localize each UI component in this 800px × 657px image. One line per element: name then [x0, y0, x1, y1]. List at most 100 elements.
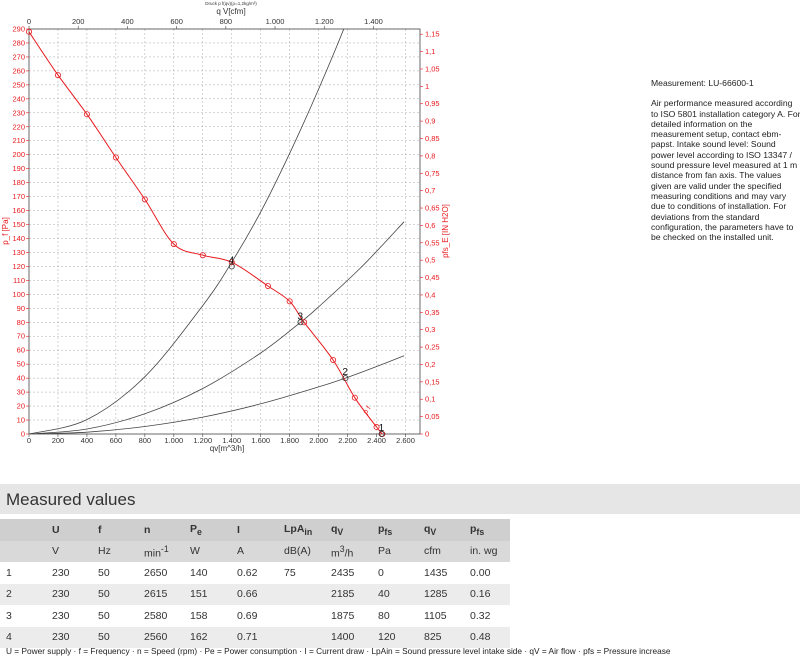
operating-point-marker — [228, 263, 235, 270]
cell: 230 — [46, 562, 92, 584]
cell: 75 — [278, 562, 325, 584]
fan-curve-label: p f — [362, 405, 372, 415]
cell: 0.69 — [231, 605, 278, 627]
unit-cell: W — [184, 540, 231, 562]
y2-tick-label: 1 — [425, 82, 429, 91]
cell: 1 — [0, 562, 46, 584]
y2-tick-label: 0,4 — [425, 290, 435, 299]
fan-curve-marker — [141, 196, 148, 203]
cell: 0.32 — [464, 605, 510, 627]
y2-tick-label: 0,25 — [425, 343, 440, 352]
x-tick-label: 1.400 — [222, 436, 241, 445]
cell: 40 — [372, 583, 418, 605]
unit-cell: in. wg — [464, 540, 510, 562]
cell: 3 — [0, 605, 46, 627]
cell: 2185 — [325, 583, 372, 605]
y2-tick-label: 0,75 — [425, 169, 440, 178]
top-tick-label: 1.400 — [364, 17, 383, 26]
y2-tick-label: 0,3 — [425, 325, 435, 334]
y2-tick-label: 0 — [425, 430, 429, 439]
y-tick-label: 150 — [12, 220, 25, 229]
cell: 151 — [184, 583, 231, 605]
y2-tick-label: 0,65 — [425, 204, 440, 213]
cell: 0.00 — [464, 562, 510, 584]
cell: 4 — [0, 626, 46, 648]
y-tick-label: 100 — [12, 290, 25, 299]
cell: 2615 — [138, 583, 184, 605]
cell: 140 — [184, 562, 231, 584]
cell: 50 — [92, 626, 138, 648]
measurement-note: Measurement: LU-66600-1 Air performance … — [651, 78, 800, 252]
y-tick-label: 280 — [12, 38, 25, 47]
fan-curve-marker — [228, 259, 235, 266]
x-tick-label: 200 — [52, 436, 65, 445]
cell: 2650 — [138, 562, 184, 584]
y-tick-label: 210 — [12, 136, 25, 145]
y-tick-label: 200 — [12, 150, 25, 159]
y-tick-label: 70 — [17, 332, 25, 341]
table-units-row: V Hz min-1 W A dB(A) m3/h Pa cfm in. wg — [0, 540, 555, 562]
header-cell: LpAin — [278, 519, 325, 541]
y2-tick-label: 1,15 — [425, 30, 440, 39]
y-tick-label: 250 — [12, 80, 25, 89]
cell: 0.48 — [464, 626, 510, 648]
y-tick-label: 260 — [12, 66, 25, 75]
y-tick-label: 50 — [17, 360, 25, 369]
operating-point-marker — [342, 375, 349, 382]
cell: 0.62 — [231, 562, 278, 584]
x-tick-label: 0 — [27, 436, 31, 445]
measurement-heading: Measurement: LU-66600-1 — [651, 78, 754, 88]
operating-point-label: 4 — [229, 255, 235, 266]
unit-cell: cfm — [418, 540, 464, 562]
plot-frame — [28, 28, 421, 435]
cell: 0.71 — [231, 626, 278, 648]
y2-tick-label: 0,45 — [425, 273, 440, 282]
y-tick-label: 10 — [17, 416, 25, 425]
cell: 2 — [0, 583, 46, 605]
y-tick-label: 40 — [17, 374, 25, 383]
top-axis-label: q V[cfm] — [216, 7, 245, 16]
performance-chart: Druck p f(qv)(ρ=1,2kg/m³) q V[cfm] 0 200 4… — [1, 1, 450, 453]
cell: 50 — [92, 583, 138, 605]
legend-footnote: U = Power supply · f = Frequency · n = S… — [6, 646, 671, 656]
measured-values-table: U f n Pe I LpAin qV pfs qV pfs V Hz min-… — [0, 519, 555, 648]
x-tick-label: 2.200 — [338, 436, 357, 445]
y-tick-label: 290 — [12, 25, 25, 34]
header-cell: pfs — [372, 519, 418, 541]
operating-point-label: 2 — [342, 367, 348, 378]
cell: 0.16 — [464, 583, 510, 605]
operating-point-label: 3 — [298, 311, 304, 322]
top-tick-label: 800 — [220, 17, 233, 26]
cell: 230 — [46, 605, 92, 627]
table-row: 4 230 50 2560 162 0.71 1400 120 825 0.48 — [0, 626, 555, 648]
unit-cell: m3/h — [325, 540, 372, 562]
chart-title: Druck p f(qv)(ρ=1,2kg/m³) — [205, 1, 257, 6]
cell: 0.66 — [231, 583, 278, 605]
operating-point-label: 1 — [379, 423, 385, 434]
unit-cell: dB(A) — [278, 540, 325, 562]
cell: 1105 — [418, 605, 464, 627]
x-tick-label: 2.600 — [396, 436, 415, 445]
y2-tick-label: 0,2 — [425, 360, 435, 369]
curves: p f 4 3 2 1 — [25, 28, 405, 437]
system-curve — [29, 355, 405, 434]
cell: 1435 — [418, 562, 464, 584]
y-tick-label: 240 — [12, 94, 25, 103]
y-tick-label: 160 — [12, 206, 25, 215]
y-tick-label: 110 — [13, 276, 25, 285]
system-curve — [29, 29, 345, 434]
y2-tick-label: 0,9 — [425, 117, 435, 126]
x-tick-label: 1.200 — [193, 436, 212, 445]
y-tick-label: 170 — [12, 192, 25, 201]
cell: 50 — [92, 562, 138, 584]
y-tick-label: 220 — [12, 122, 25, 131]
fan-curve-marker — [351, 394, 358, 401]
x-tick-label: 2.000 — [309, 436, 328, 445]
y2-tick-label: 0,85 — [425, 134, 440, 143]
header-cell: I — [231, 519, 278, 541]
header-cell: U — [46, 519, 92, 541]
y-tick-label: 120 — [12, 262, 25, 271]
header-cell: Pe — [184, 519, 231, 541]
cell: 230 — [46, 626, 92, 648]
system-curve — [29, 221, 405, 434]
